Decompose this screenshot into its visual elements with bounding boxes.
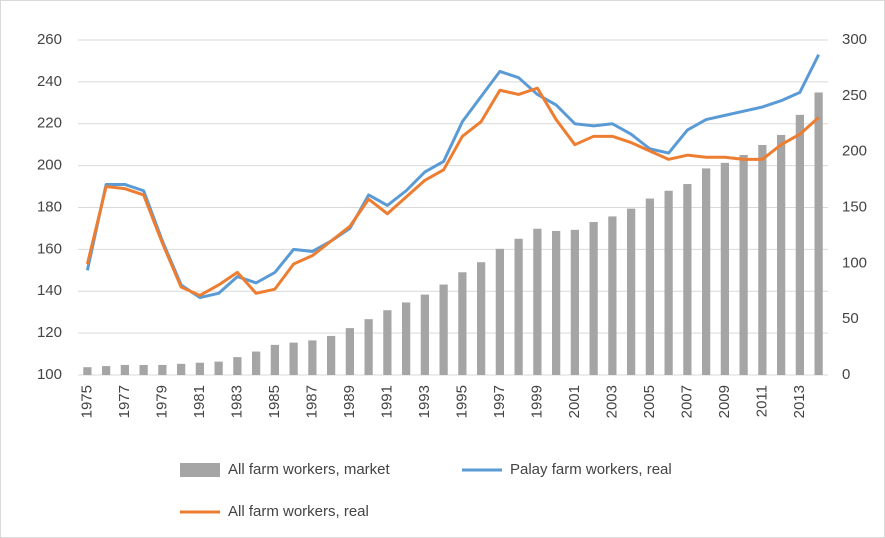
y-tick-label: 100 (37, 366, 62, 383)
y2-tick-label: 50 (842, 310, 859, 327)
y-tick-label: 220 (37, 115, 62, 132)
x-tick-label: 1995 (453, 385, 470, 418)
line (85, 53, 820, 300)
bar (177, 363, 186, 375)
bar (514, 238, 523, 375)
y2-tick-label: 300 (842, 31, 867, 48)
bar (814, 92, 823, 375)
bar (252, 351, 261, 375)
bar (383, 310, 392, 375)
x-tick-label: 2001 (566, 385, 583, 418)
x-tick-label: 1987 (303, 385, 320, 418)
bar (120, 364, 129, 375)
bar (720, 162, 729, 375)
bar (270, 344, 279, 375)
x-tick-label: 1991 (378, 385, 395, 418)
x-tick-label: 2013 (791, 385, 808, 418)
bar (495, 248, 504, 375)
bar (158, 364, 167, 375)
bar (739, 155, 748, 375)
x-tick-label: 2011 (753, 385, 770, 417)
bar (477, 262, 486, 375)
x-tick-label: 1983 (228, 385, 245, 418)
y2-tick-label: 200 (842, 143, 867, 160)
x-tick-label: 1999 (528, 385, 545, 418)
x-tick-label: 1977 (116, 385, 133, 418)
bar (777, 134, 786, 375)
legend-label: Palay farm workers, real (510, 461, 672, 478)
y-tick-label: 140 (37, 282, 62, 299)
bar (664, 190, 673, 375)
x-tick-label: 1997 (491, 385, 508, 418)
bar (364, 319, 373, 375)
bar (533, 228, 542, 375)
y2-tick-label: 150 (842, 198, 867, 215)
bar (289, 342, 298, 375)
bar (402, 302, 411, 375)
x-tick-label: 1993 (416, 385, 433, 418)
x-tick-label: 2003 (603, 385, 620, 418)
bar (645, 198, 654, 375)
bar (795, 114, 804, 376)
x-tick-label: 1975 (78, 385, 95, 418)
bar (683, 184, 692, 375)
bar (308, 340, 317, 375)
x-tick-label: 2007 (678, 385, 695, 418)
y-tick-label: 120 (37, 324, 62, 341)
bar (233, 357, 242, 375)
x-tick-label: 2009 (716, 385, 733, 418)
y-tick-label: 240 (37, 73, 62, 90)
bar (420, 294, 429, 375)
bar (214, 361, 223, 375)
x-tick-label: 2005 (641, 385, 658, 418)
bar (439, 284, 448, 375)
bar (139, 364, 148, 375)
bar (608, 216, 617, 375)
x-tick-label: 1989 (341, 385, 358, 418)
bar (758, 144, 767, 375)
x-tick-label: 1985 (266, 385, 283, 418)
bar (458, 272, 467, 375)
bar (627, 208, 636, 375)
bar (589, 222, 598, 375)
y2-tick-label: 250 (842, 87, 867, 104)
y-tick-label: 180 (37, 198, 62, 215)
x-tick-label: 1981 (191, 385, 208, 418)
bar (83, 367, 92, 375)
x-tick-label: 1979 (153, 385, 170, 418)
bar (570, 229, 579, 375)
legend-label: All farm workers, market (228, 461, 391, 478)
bar (345, 328, 354, 375)
y2-tick-label: 0 (842, 366, 850, 383)
bar (102, 366, 111, 375)
legend-swatch (180, 463, 220, 477)
y2-tick-label: 100 (842, 254, 867, 271)
bar (552, 230, 561, 375)
line (85, 86, 820, 297)
y-tick-label: 260 (37, 31, 62, 48)
y-tick-label: 200 (37, 157, 62, 174)
bar (327, 335, 336, 375)
legend-label: All farm workers, real (228, 503, 369, 520)
y-tick-label: 160 (37, 240, 62, 257)
bar (702, 168, 711, 375)
bar (195, 362, 204, 375)
